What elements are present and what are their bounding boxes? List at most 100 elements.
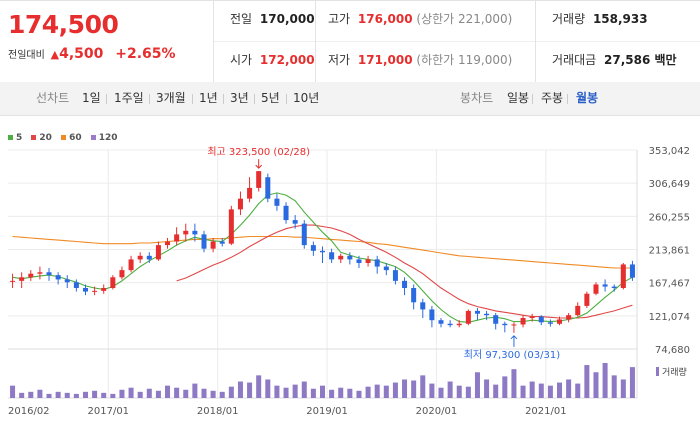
tab-divider: [192, 94, 193, 104]
volume-bar: [283, 387, 289, 398]
candle: [46, 272, 52, 276]
up-arrow-icon: ▲: [50, 48, 60, 61]
candle: [465, 310, 471, 324]
tab-daily[interactable]: 일봉: [507, 91, 530, 105]
candle: [456, 323, 462, 326]
tab-divider: [532, 94, 533, 104]
tab-3y[interactable]: 3년: [230, 91, 249, 105]
stat-high: 고가 176,000 (상한가 221,000): [328, 1, 512, 41]
candle: [128, 259, 134, 271]
tab-divider: [567, 94, 568, 104]
stat-label: 전일: [230, 12, 253, 26]
volume-bar: [46, 393, 52, 398]
current-price: 174,500: [8, 10, 119, 39]
candle: [529, 316, 535, 319]
legend-ma5[interactable]: 5: [8, 133, 22, 143]
candle: [502, 323, 508, 326]
y-tick-label: 213,861: [649, 246, 690, 257]
volume-bar: [438, 387, 444, 398]
volume-bar: [256, 375, 262, 398]
tab-1d[interactable]: 1일: [82, 91, 101, 105]
volume-bar: [119, 389, 125, 398]
tab-divider: [286, 94, 287, 104]
x-tick-label: 2019/01: [306, 406, 348, 417]
legend-label: 5: [16, 133, 23, 143]
volume-bar: [584, 365, 590, 398]
candle: [584, 293, 590, 306]
candle: [73, 282, 79, 289]
stat-value: 176,000: [357, 12, 413, 26]
volume-bar: [155, 390, 161, 398]
legend-ma20[interactable]: 20: [31, 133, 52, 143]
candle: [219, 241, 225, 244]
volume-bar: [593, 372, 599, 398]
ma20-line: [176, 224, 633, 319]
volume-bar: [538, 383, 544, 398]
volume-bar: [465, 386, 471, 398]
min-arrow-icon: [510, 335, 518, 347]
legend-label: 120: [98, 133, 118, 143]
volume-bar: [219, 391, 225, 398]
stat-value: 27,586 백만: [604, 53, 677, 67]
volume-bar: [19, 392, 25, 398]
tab-1w[interactable]: 1주일: [114, 91, 144, 105]
legend-ma120[interactable]: 120: [90, 133, 118, 143]
tab-weekly[interactable]: 주봉: [541, 91, 564, 105]
candle: [374, 259, 380, 267]
volume-bar: [210, 390, 216, 398]
x-tick-label: 2016/02: [8, 406, 50, 417]
volume-bar: [511, 369, 517, 398]
candle: [82, 288, 88, 292]
candle: [265, 177, 271, 199]
volume-bar: [529, 381, 535, 398]
y-tick-label: 167,467: [649, 279, 690, 290]
candle: [310, 245, 316, 251]
candle: [165, 241, 171, 246]
candle: [28, 273, 34, 278]
legend-ma60[interactable]: 60: [61, 133, 82, 143]
candle: [484, 313, 490, 316]
stat-volume: 거래량 158,933: [552, 1, 648, 41]
volume-bar: [101, 392, 107, 398]
candle: [420, 302, 426, 310]
stats-grid: 전일 170,000 고가 176,000 (상한가 221,000) 거래량 …: [214, 1, 700, 82]
candle: [547, 322, 553, 324]
candle: [411, 288, 417, 303]
volume-bar: [356, 390, 362, 398]
volume-bar: [128, 387, 134, 398]
volume-bar: [365, 386, 371, 398]
candle: [174, 234, 180, 242]
candle: [429, 309, 435, 321]
candle: [557, 319, 563, 324]
candle: [474, 310, 480, 314]
candle: [192, 230, 198, 235]
legend-label: 60: [69, 133, 82, 143]
candle: [329, 252, 335, 260]
tab-monthly[interactable]: 월봉: [576, 91, 599, 105]
tab-3m[interactable]: 3개월: [156, 91, 186, 105]
volume-bar: [201, 388, 207, 398]
price-change: 전일대비 ▲4,500 +2.65%: [8, 46, 176, 62]
stat-value: 171,000: [357, 53, 413, 67]
stats-column-divider: [315, 1, 316, 82]
candle: [611, 286, 617, 289]
stat-label: 고가: [328, 12, 351, 26]
volume-bar: [110, 393, 116, 398]
stat-value: 158,933: [592, 12, 648, 26]
tab-1y[interactable]: 1년: [199, 91, 218, 105]
candle-chart-label: 봉차트: [460, 91, 494, 105]
candle: [201, 234, 207, 249]
candle: [101, 288, 107, 291]
candle: [64, 279, 70, 283]
y-tick-label: 306,649: [649, 179, 690, 190]
volume-bar: [64, 392, 70, 398]
tab-5y[interactable]: 5년: [261, 91, 280, 105]
volume-bar: [611, 375, 617, 398]
max-arrow-icon: [255, 159, 263, 169]
volume-bar: [493, 384, 499, 398]
x-tick-label: 2020/01: [416, 406, 458, 417]
candle: [146, 255, 152, 260]
volume-bar: [247, 382, 253, 398]
tab-10y[interactable]: 10년: [293, 91, 320, 105]
